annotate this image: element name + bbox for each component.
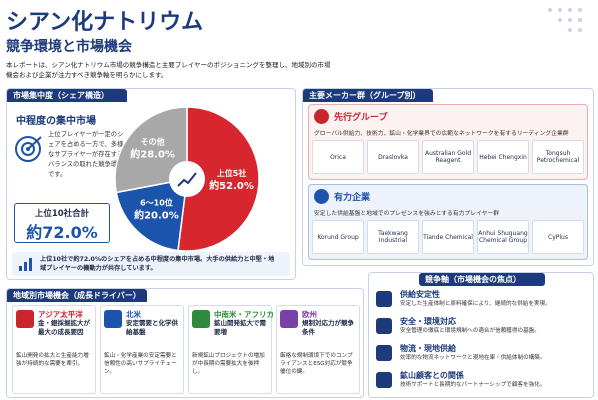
region-icon (16, 310, 34, 328)
company: Anhui Shuguang Chemical Group (477, 220, 529, 254)
axis-description: 安全管理の徹底と環境規制への適合が信頼獲得の基盤。 (400, 328, 540, 334)
description: 上位プレイヤーが一定のシェアを占める一方で、多様なサプライヤーが存在するバランス… (48, 131, 124, 178)
pie-slice (115, 178, 188, 252)
region-description: 鉱山・化学産業の安定需要と信頼性の高いサプライチェーン。 (104, 353, 177, 375)
title: シアン化ナトリウム (6, 10, 204, 35)
intro: 本レポートは、シアン化ナトリウム市場の競争構造と主要プレイヤーのポジショニングを… (6, 61, 331, 79)
company: Taekwang Industrial (367, 220, 419, 254)
group-icon (314, 189, 329, 204)
axis-title: 鉱山顧客との関係 (400, 371, 464, 380)
subtitle: 競争環境と市場機会 (6, 39, 132, 55)
note: 上位10社で約72.0%のシェアを占める中程度の集中市場。大手の供給力と中堅・地… (40, 256, 275, 272)
subheading: 中程度の集中市場 (16, 116, 96, 127)
company: Tongsuh Petrochemical (532, 140, 584, 174)
note-box (12, 252, 290, 276)
total-box: 上位10社合計 約72.0% (14, 203, 110, 243)
region-description: 新規鉱山プロジェクトの増加が中長期の需要拡大を後押し。 (192, 353, 265, 375)
region-description: 鉱山開発の拡大と生産能力増強が持続的な需要を牽引。 (16, 353, 89, 367)
slice-label: 6～10位 (140, 198, 173, 208)
company: Orica (312, 140, 364, 174)
total-label: 上位10社合計 (34, 209, 90, 219)
axis-icon (376, 291, 392, 307)
axis-title: 供給安定性 (400, 290, 440, 299)
pie-slice (177, 106, 260, 252)
company: Hebei Chengxin (477, 140, 529, 174)
spacer (6, 54, 8, 56)
panel-heading: 主要メーカー群（グループ別） (303, 89, 433, 102)
axis-icon (376, 372, 392, 388)
slice-label: その他 (141, 137, 165, 147)
company: CyPlus (532, 220, 584, 254)
slice-value: 約52.0% (209, 179, 254, 192)
axis-description: 技術サポートと長期的なパートナーシップで顧客を強化。 (400, 382, 546, 388)
region-headline: 安定需要と化学供給基盤 (126, 319, 178, 336)
axis-description: 効率的な物流ネットワークと現地在庫・供給体制の構築。 (400, 355, 546, 361)
target-icon (15, 136, 42, 162)
region-headline: 金・銀採掘拡大が最大の成長要因 (38, 319, 90, 336)
group-name: 有力企業 (334, 193, 371, 203)
axis-description: 安定した生産体制と原料確保により、継続的な供給を実現。 (400, 301, 551, 307)
panel-heading: 市場集中度（シェア構造） (7, 89, 127, 102)
center-icon (177, 172, 197, 187)
region-name: 中南米・アフリカ (214, 310, 274, 319)
company: Korund Group (312, 220, 364, 254)
company: Draslovka (367, 140, 419, 174)
region-icon (280, 310, 298, 328)
pie-slice (114, 106, 188, 194)
group-description: グローバル供給力、技術力、鉱山・化学業界での広範なネットワークを有するリーディン… (314, 131, 569, 137)
region-name: アジア太平洋 (38, 310, 83, 319)
company: Tiande Chemical (422, 220, 474, 254)
panel-heading: 地域別市場機会（成長ドライバー） (7, 289, 147, 302)
region-icon (104, 310, 122, 328)
axes-panel: 競争軸（市場機会の焦点） (368, 272, 594, 398)
group-description: 安定した供給基盤と地域でのプレゼンスを強みとする有力プレイヤー群 (314, 211, 500, 217)
region-name: 北米 (126, 310, 141, 319)
company: Australian Gold Reagent (422, 140, 474, 174)
panel-heading: 競争軸（市場機会の焦点） (419, 273, 545, 286)
note-icon (19, 258, 32, 271)
slice-value: 約20.0% (134, 209, 179, 222)
axis-icon (376, 345, 392, 361)
region-name: 欧州 (302, 310, 317, 319)
pie-center (169, 161, 205, 197)
axis-title: 物流・現地供給 (400, 344, 456, 353)
decor-dots (548, 8, 582, 32)
region-description: 厳格な規制環境下でのコンプライアンスとESG対応が競争優位の鍵。 (280, 353, 353, 375)
axis-icon (376, 318, 392, 334)
group-name: 先行グループ (334, 113, 388, 123)
region-icon (192, 310, 210, 328)
slice-value: 約28.0% (130, 148, 175, 161)
axis-title: 安全・環境対応 (400, 317, 456, 326)
region-headline: 規制対応力が競争条件 (302, 319, 354, 336)
group-icon (314, 109, 329, 124)
region-headline: 鉱山開発拡大で需要増 (214, 319, 266, 336)
slice-label: 上位5社 (217, 168, 247, 178)
total-value: 約72.0% (26, 223, 98, 242)
